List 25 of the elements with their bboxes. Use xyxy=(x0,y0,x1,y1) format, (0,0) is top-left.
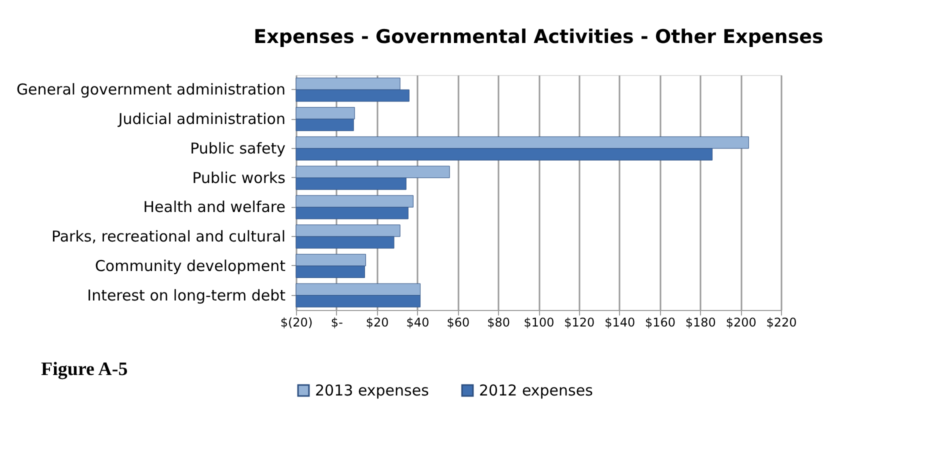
x-tick-label: $20 xyxy=(366,316,389,330)
text: Figure A-5 xyxy=(41,359,128,380)
x-tick-label: $60 xyxy=(446,316,470,330)
y-tick-label: Interest on long-term debt xyxy=(87,286,286,304)
x-tick-label: $- xyxy=(330,316,343,330)
y-tick-label: Public works xyxy=(192,168,286,187)
y-tick-label: Judicial administration xyxy=(117,110,286,128)
chart-title: Expenses - Governmental Activities - Other Expenses xyxy=(254,26,824,48)
x-tick-label: $200 xyxy=(726,316,756,330)
y-tick-label: Health and welfare xyxy=(143,198,286,216)
x-tick-label: $180 xyxy=(685,316,716,330)
x-tick-label: $140 xyxy=(604,316,636,330)
x-tick-label: $40 xyxy=(406,316,430,330)
y-tick-label: General government administration xyxy=(16,80,286,99)
y-tick-label: Community development xyxy=(94,256,286,275)
x-tick-label: $100 xyxy=(524,316,554,330)
y-tick-label: Parks, recreational and cultural xyxy=(51,228,286,246)
x-tick-label: $220 xyxy=(766,316,797,330)
x-tick-label: $160 xyxy=(644,316,676,330)
x-tick-label: $80 xyxy=(487,316,510,330)
x-tick-label: $(20) xyxy=(280,316,313,330)
legend-label: 2012 expenses xyxy=(479,382,594,400)
legend-label: 2013 expenses xyxy=(315,382,430,400)
y-tick-label: Public safety xyxy=(190,139,286,158)
x-tick-label: $120 xyxy=(564,316,595,330)
